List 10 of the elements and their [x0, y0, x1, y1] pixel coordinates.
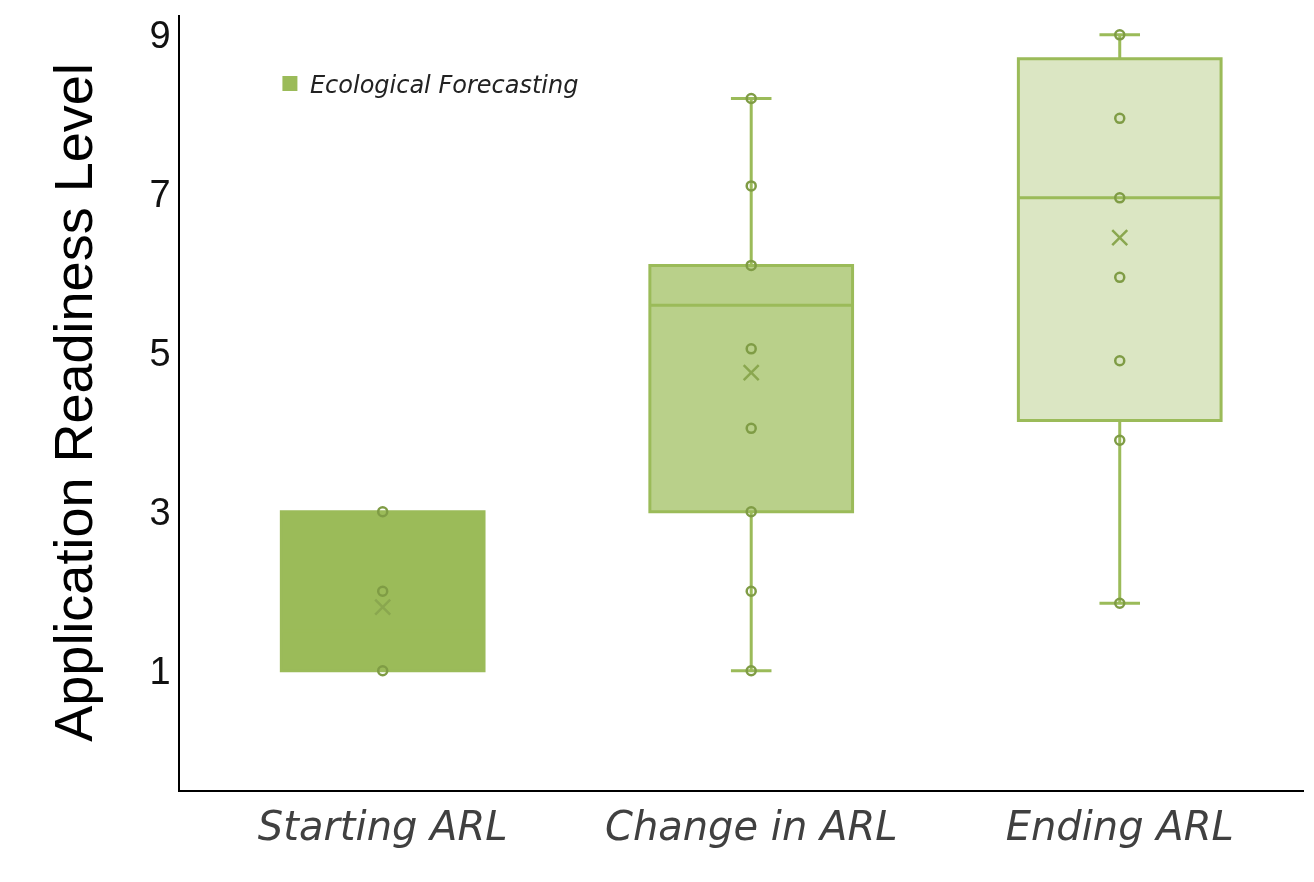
- y-axis-title: Application Readiness Level: [42, 63, 103, 742]
- y-tick-label: 3: [149, 491, 171, 534]
- y-tick-label: 5: [149, 332, 171, 375]
- x-tick-label: Ending ARL: [1005, 802, 1234, 849]
- y-tick-label: 1: [149, 650, 171, 693]
- x-tick-label: Change in ARL: [604, 802, 898, 849]
- x-tick-label: Starting ARL: [257, 802, 508, 849]
- legend-label: Ecological Forecasting: [309, 70, 579, 99]
- y-tick-label: 7: [149, 173, 171, 216]
- y-tick-label: 9: [149, 14, 171, 57]
